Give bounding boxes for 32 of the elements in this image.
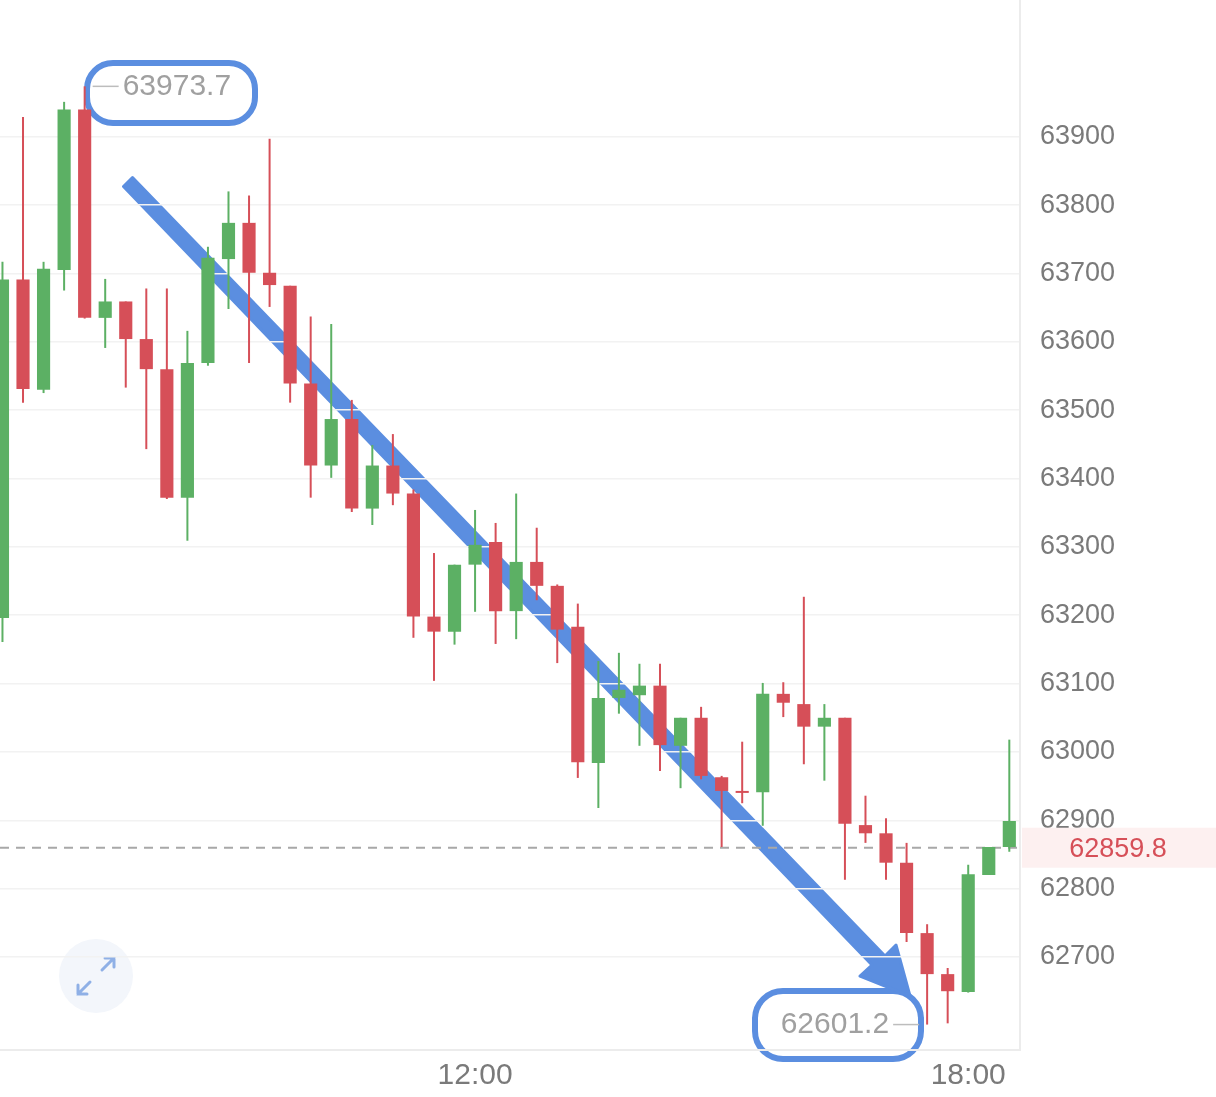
y-tick-label: 62800 [1040, 872, 1116, 903]
candlestick [427, 552, 441, 682]
annotation: 62601.2 [780, 1005, 890, 1039]
candlestick [263, 137, 277, 308]
x-tick-label: 12:00 [437, 1057, 513, 1091]
y-tick-label: 63100 [1040, 667, 1116, 698]
y-tick-label: 63200 [1040, 598, 1116, 629]
candlestick [530, 526, 544, 602]
y-tick-label: 63900 [1040, 120, 1116, 151]
y-tick-label: 63400 [1040, 461, 1116, 492]
candlestick [858, 794, 873, 844]
candlestick [468, 508, 482, 613]
annotation: 63973.7 [122, 67, 232, 101]
y-tick-label: 62700 [1040, 940, 1116, 971]
y-tick-label: 63300 [1040, 530, 1116, 561]
candlestick [776, 681, 790, 719]
candlestick [817, 703, 831, 782]
y-tick-label: 63500 [1040, 393, 1116, 424]
y-tick-label: 63800 [1040, 188, 1116, 219]
candlestick [632, 662, 647, 747]
candlestick [735, 740, 749, 805]
y-tick-label: 63700 [1040, 256, 1116, 287]
y-tick-label: 62900 [1040, 803, 1116, 834]
y-tick-label: 63600 [1040, 325, 1116, 356]
candlestick [715, 774, 729, 848]
candlestick [797, 595, 811, 766]
y-tick-label: 63000 [1040, 735, 1116, 766]
candlestick [612, 651, 626, 715]
ref-line-label: 62859.8 [1069, 833, 1167, 864]
x-tick-label: 18:00 [930, 1057, 1006, 1091]
candlestick [98, 277, 112, 349]
candlestick [941, 966, 955, 1025]
